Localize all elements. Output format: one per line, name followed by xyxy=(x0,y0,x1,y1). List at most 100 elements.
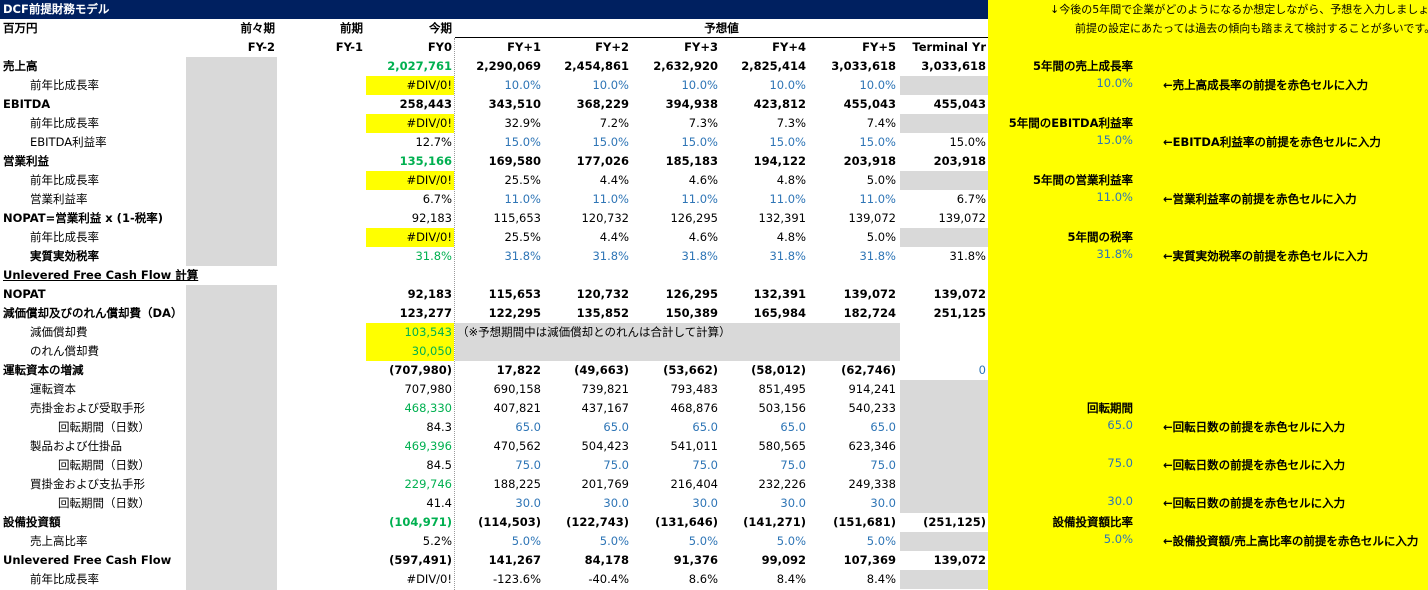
cell-fy0[interactable]: #DIV/0! xyxy=(406,230,452,244)
cell-fy3[interactable]: 30.0 xyxy=(692,496,718,510)
cell-fy3[interactable]: 2,632,920 xyxy=(653,59,718,73)
cell-fy3[interactable]: 65.0 xyxy=(692,420,718,434)
cell-fy5[interactable]: 8.4% xyxy=(866,572,896,586)
cell-fy4[interactable]: 165,984 xyxy=(753,306,806,320)
cell-fy2[interactable]: 4.4% xyxy=(599,230,629,244)
cell-fy4[interactable]: (58,012) xyxy=(751,363,806,377)
cell-fy1[interactable]: 115,653 xyxy=(488,287,541,301)
cell-fy4[interactable]: 65.0 xyxy=(780,420,806,434)
cell-fy2[interactable]: 4.4% xyxy=(599,173,629,187)
cell-fy4[interactable]: 99,092 xyxy=(761,553,806,567)
cell-fy1[interactable]: 188,225 xyxy=(493,477,541,491)
assumption-input[interactable]: 75.0 xyxy=(1107,456,1133,470)
cell-fy1[interactable]: 169,580 xyxy=(488,154,541,168)
cell-fy0[interactable]: (707,980) xyxy=(389,363,452,377)
cell-fy1[interactable]: 32.9% xyxy=(504,116,541,130)
cell-fy0[interactable]: #DIV/0! xyxy=(406,116,452,130)
cell-fy3[interactable]: 11.0% xyxy=(681,192,718,206)
cell-fy2[interactable]: 7.2% xyxy=(599,116,629,130)
cell-fy4[interactable]: 30.0 xyxy=(780,496,806,510)
assumption-input[interactable]: 5.0% xyxy=(1103,532,1133,546)
cell-fy1[interactable]: 25.5% xyxy=(504,230,541,244)
cell-fy1[interactable]: 5.0% xyxy=(511,534,541,548)
cell-fy3[interactable]: 468,876 xyxy=(670,401,718,415)
assumption-input[interactable]: 65.0 xyxy=(1107,418,1133,432)
cell-fy0[interactable]: 6.7% xyxy=(422,192,452,206)
cell-fy2[interactable]: 75.0 xyxy=(603,458,629,472)
assumption-input[interactable]: 11.0% xyxy=(1096,190,1133,204)
cell-fy2[interactable]: 437,167 xyxy=(581,401,629,415)
cell-terminal[interactable]: 203,918 xyxy=(933,154,986,168)
cell-fy3[interactable]: 4.6% xyxy=(688,230,718,244)
cell-terminal[interactable]: 139,072 xyxy=(938,211,986,225)
cell-fy0[interactable]: 135,166 xyxy=(399,154,452,168)
cell-fy0[interactable]: 84.3 xyxy=(426,420,452,434)
cell-fy4[interactable]: 503,156 xyxy=(758,401,806,415)
cell-fy4[interactable]: 8.4% xyxy=(776,572,806,586)
cell-terminal[interactable]: 6.7% xyxy=(956,192,986,206)
cell-fy3[interactable]: 4.6% xyxy=(688,173,718,187)
cell-fy3[interactable]: 5.0% xyxy=(688,534,718,548)
cell-fy1[interactable]: 65.0 xyxy=(515,420,541,434)
assumption-input[interactable]: 30.0 xyxy=(1107,494,1133,508)
cell-fy4[interactable]: 423,812 xyxy=(753,97,806,111)
cell-fy1[interactable]: 122,295 xyxy=(488,306,541,320)
cell-fy1[interactable]: 10.0% xyxy=(504,78,541,92)
cell-fy1[interactable]: 407,821 xyxy=(493,401,541,415)
cell-fy5[interactable]: 3,033,618 xyxy=(831,59,896,73)
cell-terminal[interactable]: 455,043 xyxy=(933,97,986,111)
cell-fy4[interactable]: 2,825,414 xyxy=(741,59,806,73)
cell-fy5[interactable]: 5.0% xyxy=(866,173,896,187)
cell-fy3[interactable]: 7.3% xyxy=(688,116,718,130)
cell-fy4[interactable]: 4.8% xyxy=(776,230,806,244)
cell-fy5[interactable]: 107,369 xyxy=(843,553,896,567)
cell-fy0[interactable]: 92,183 xyxy=(411,211,452,225)
cell-fy0[interactable]: #DIV/0! xyxy=(406,572,452,586)
cell-fy1[interactable]: 115,653 xyxy=(493,211,541,225)
cell-fy4[interactable]: 75.0 xyxy=(780,458,806,472)
cell-fy3[interactable]: (131,646) xyxy=(655,515,718,529)
cell-fy2[interactable]: 504,423 xyxy=(581,439,629,453)
cell-fy5[interactable]: (62,746) xyxy=(841,363,896,377)
cell-fy4[interactable]: 851,495 xyxy=(758,382,806,396)
cell-fy4[interactable]: 10.0% xyxy=(769,78,806,92)
cell-fy1[interactable]: 690,158 xyxy=(493,382,541,396)
cell-fy2[interactable]: 177,026 xyxy=(576,154,629,168)
cell-fy5[interactable]: 5.0% xyxy=(866,230,896,244)
cell-fy3[interactable]: 15.0% xyxy=(681,135,718,149)
cell-fy0[interactable]: 103,543 xyxy=(404,325,452,339)
cell-fy4[interactable]: 232,226 xyxy=(758,477,806,491)
cell-fy0[interactable]: 707,980 xyxy=(404,382,452,396)
cell-fy3[interactable]: 8.6% xyxy=(688,572,718,586)
cell-fy3[interactable]: 394,938 xyxy=(665,97,718,111)
cell-fy4[interactable]: 15.0% xyxy=(769,135,806,149)
cell-fy4[interactable]: 11.0% xyxy=(769,192,806,206)
cell-fy5[interactable]: 75.0 xyxy=(870,458,896,472)
cell-terminal[interactable]: 251,125 xyxy=(933,306,986,320)
cell-fy1[interactable]: 30.0 xyxy=(515,496,541,510)
cell-fy2[interactable]: 11.0% xyxy=(592,192,629,206)
cell-fy2[interactable]: 30.0 xyxy=(603,496,629,510)
cell-fy2[interactable]: 5.0% xyxy=(599,534,629,548)
cell-fy2[interactable]: 120,732 xyxy=(576,287,629,301)
cell-fy3[interactable]: 10.0% xyxy=(681,78,718,92)
cell-fy0[interactable]: #DIV/0! xyxy=(406,173,452,187)
cell-fy5[interactable]: 139,072 xyxy=(843,287,896,301)
cell-fy4[interactable]: 194,122 xyxy=(753,154,806,168)
cell-fy5[interactable]: 203,918 xyxy=(843,154,896,168)
cell-fy0[interactable]: 84.5 xyxy=(426,458,452,472)
cell-fy5[interactable]: 10.0% xyxy=(859,78,896,92)
cell-fy2[interactable]: 84,178 xyxy=(584,553,629,567)
cell-fy5[interactable]: 15.0% xyxy=(859,135,896,149)
cell-fy5[interactable]: 139,072 xyxy=(848,211,896,225)
cell-fy0[interactable]: 258,443 xyxy=(399,97,452,111)
cell-fy5[interactable]: 249,338 xyxy=(848,477,896,491)
cell-fy2[interactable]: 15.0% xyxy=(592,135,629,149)
cell-fy1[interactable]: 11.0% xyxy=(504,192,541,206)
cell-fy3[interactable]: 150,389 xyxy=(665,306,718,320)
cell-terminal[interactable]: 0 xyxy=(978,363,986,377)
cell-fy0[interactable]: 229,746 xyxy=(404,477,452,491)
cell-fy4[interactable]: 132,391 xyxy=(758,211,806,225)
cell-fy0[interactable]: 92,183 xyxy=(407,287,452,301)
cell-fy1[interactable]: 343,510 xyxy=(488,97,541,111)
